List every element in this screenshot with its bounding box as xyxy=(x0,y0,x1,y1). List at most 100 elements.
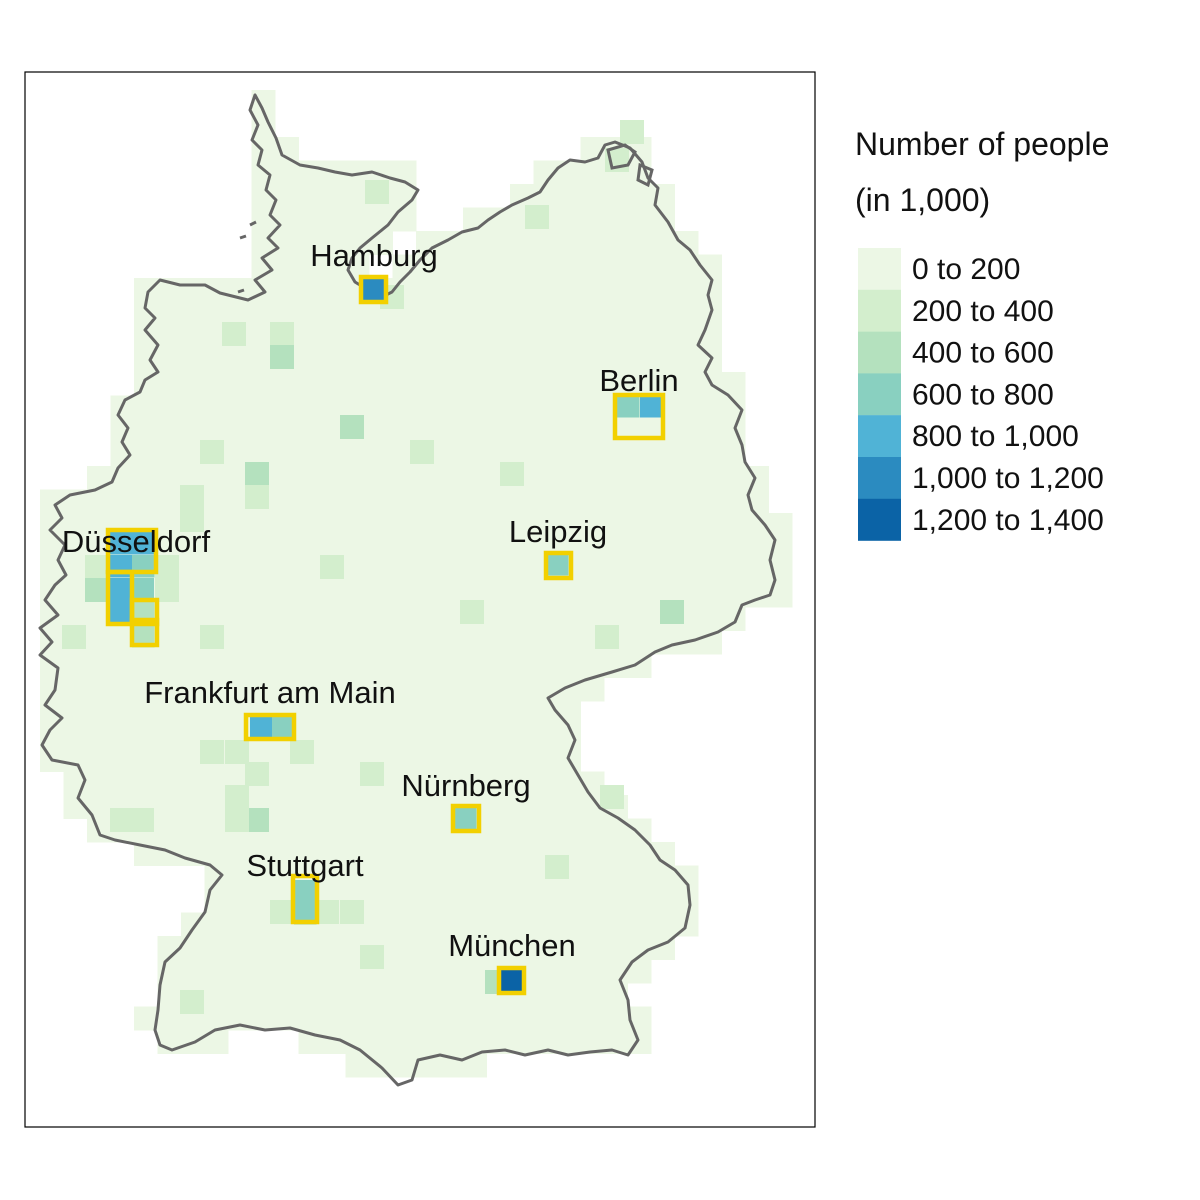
grid-cell xyxy=(345,842,370,866)
grid-cell xyxy=(557,301,581,326)
grid-cell xyxy=(463,395,487,420)
grid-cell xyxy=(204,536,229,561)
grid-cell xyxy=(486,583,511,608)
grid-cell xyxy=(245,762,269,786)
grid-cell xyxy=(416,560,440,584)
grid-cell xyxy=(416,278,440,302)
grid-cell xyxy=(110,701,135,725)
grid-cell xyxy=(251,513,276,537)
grid-cell xyxy=(322,630,346,655)
grid-cell xyxy=(580,160,605,185)
legend-swatch xyxy=(858,457,901,499)
grid-cell xyxy=(416,419,440,443)
grid-cell xyxy=(627,301,652,326)
grid-cell xyxy=(298,254,323,279)
grid-cell xyxy=(369,724,393,749)
grid-cell xyxy=(486,795,511,819)
grid-cell xyxy=(698,466,722,490)
grid-cell xyxy=(275,254,299,279)
grid-cell xyxy=(225,740,249,764)
grid-cell xyxy=(275,560,299,584)
legend-swatch xyxy=(858,498,901,541)
grid-cell xyxy=(392,889,417,913)
grid-cell xyxy=(660,600,684,624)
grid-cell xyxy=(298,489,323,514)
grid-cell xyxy=(251,959,276,984)
city-grid-cell xyxy=(617,395,640,418)
grid-cell xyxy=(251,677,276,702)
grid-cell xyxy=(181,325,205,349)
grid-cell xyxy=(627,466,652,490)
legend-label: 800 to 1,000 xyxy=(912,420,1079,453)
grid-cell xyxy=(157,513,182,537)
grid-cell xyxy=(275,983,299,1007)
grid-cell xyxy=(369,795,393,819)
grid-cell xyxy=(87,630,111,655)
grid-cell xyxy=(228,842,252,866)
grid-cell xyxy=(510,254,534,279)
grid-cell xyxy=(627,372,652,396)
grid-cell xyxy=(345,677,370,702)
grid-cell xyxy=(180,485,204,509)
grid-cell xyxy=(369,207,393,232)
grid-cell xyxy=(533,795,558,819)
city-label-frankfurt: Frankfurt am Main xyxy=(144,675,396,710)
grid-cell xyxy=(463,771,487,796)
grid-cell xyxy=(674,395,699,420)
grid-cell xyxy=(392,1030,417,1054)
grid-cell xyxy=(557,325,581,349)
grid-cell xyxy=(181,348,205,373)
legend-swatch xyxy=(858,248,901,290)
grid-cell xyxy=(134,395,158,420)
grid-cell xyxy=(204,654,229,678)
grid-cell xyxy=(134,419,158,443)
grid-cell xyxy=(439,842,464,866)
grid-cell xyxy=(416,536,440,561)
island-outline xyxy=(606,143,654,188)
grid-cell xyxy=(533,184,558,208)
grid-cell xyxy=(157,395,182,420)
city-grid-cell xyxy=(294,902,317,925)
grid-cell xyxy=(416,936,440,960)
grid-cell xyxy=(87,748,111,772)
grid-cell xyxy=(463,231,487,255)
grid-cell xyxy=(557,959,581,984)
grid-cell xyxy=(181,301,205,326)
grid-cell xyxy=(557,184,581,208)
grid-cell xyxy=(510,677,534,702)
grid-cell xyxy=(392,348,417,373)
grid-cell xyxy=(345,583,370,608)
grid-cell xyxy=(181,654,205,678)
grid-cell xyxy=(392,536,417,561)
grid-cell xyxy=(204,372,229,396)
grid-cell xyxy=(392,771,417,796)
grid-cell xyxy=(134,654,158,678)
grid-cell xyxy=(410,440,434,464)
grid-cell xyxy=(580,983,605,1007)
grid-cell xyxy=(416,466,440,490)
grid-cell xyxy=(345,301,370,326)
grid-cell xyxy=(580,466,605,490)
city-label-nuernberg: Nürnberg xyxy=(401,768,530,803)
grid-cell xyxy=(595,625,619,649)
grid-cell xyxy=(180,508,204,532)
grid-cell xyxy=(40,677,64,702)
city-outline xyxy=(243,712,297,742)
grid-cell xyxy=(463,489,487,514)
grid-cell xyxy=(322,724,346,749)
grid-cell xyxy=(651,301,675,326)
grid-cell xyxy=(157,419,182,443)
grid-cell xyxy=(322,254,346,279)
grid-cell xyxy=(580,513,605,537)
grid-cell xyxy=(298,513,323,537)
grid-cell xyxy=(275,184,299,208)
grid-cell xyxy=(298,231,323,255)
grid-cell xyxy=(604,301,628,326)
grid-cell xyxy=(392,607,417,631)
grid-cell xyxy=(510,513,534,537)
grid-cell xyxy=(322,513,346,537)
grid-cell xyxy=(604,489,628,514)
grid-cell xyxy=(345,560,370,584)
city-grid-cell xyxy=(250,715,273,738)
grid-cell xyxy=(463,959,487,984)
